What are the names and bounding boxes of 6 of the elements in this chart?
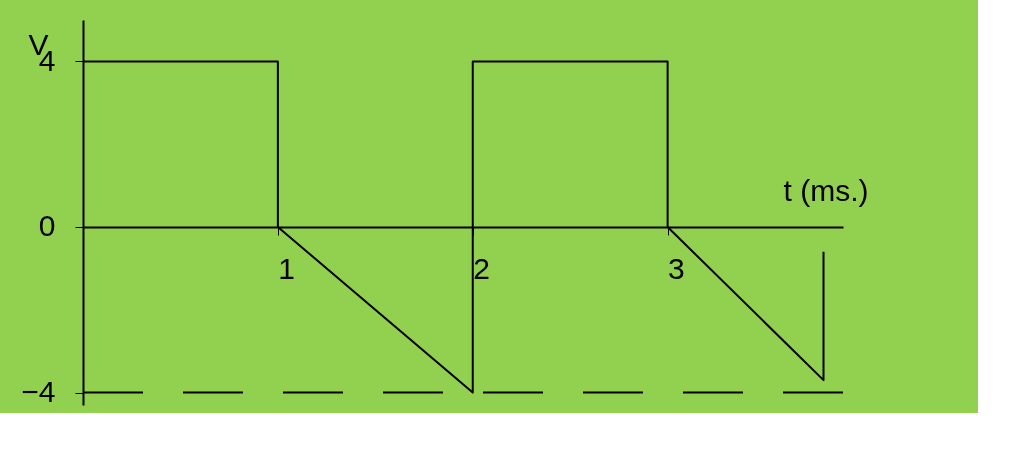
x-axis-title: t (ms.) xyxy=(783,174,869,208)
x-tick-label: 1 xyxy=(278,252,296,286)
x-tick-label: 2 xyxy=(473,252,490,286)
y-tick-label: −4 xyxy=(21,375,56,409)
x-tick-label: 3 xyxy=(668,252,685,286)
y-tick-label: 0 xyxy=(38,209,56,243)
